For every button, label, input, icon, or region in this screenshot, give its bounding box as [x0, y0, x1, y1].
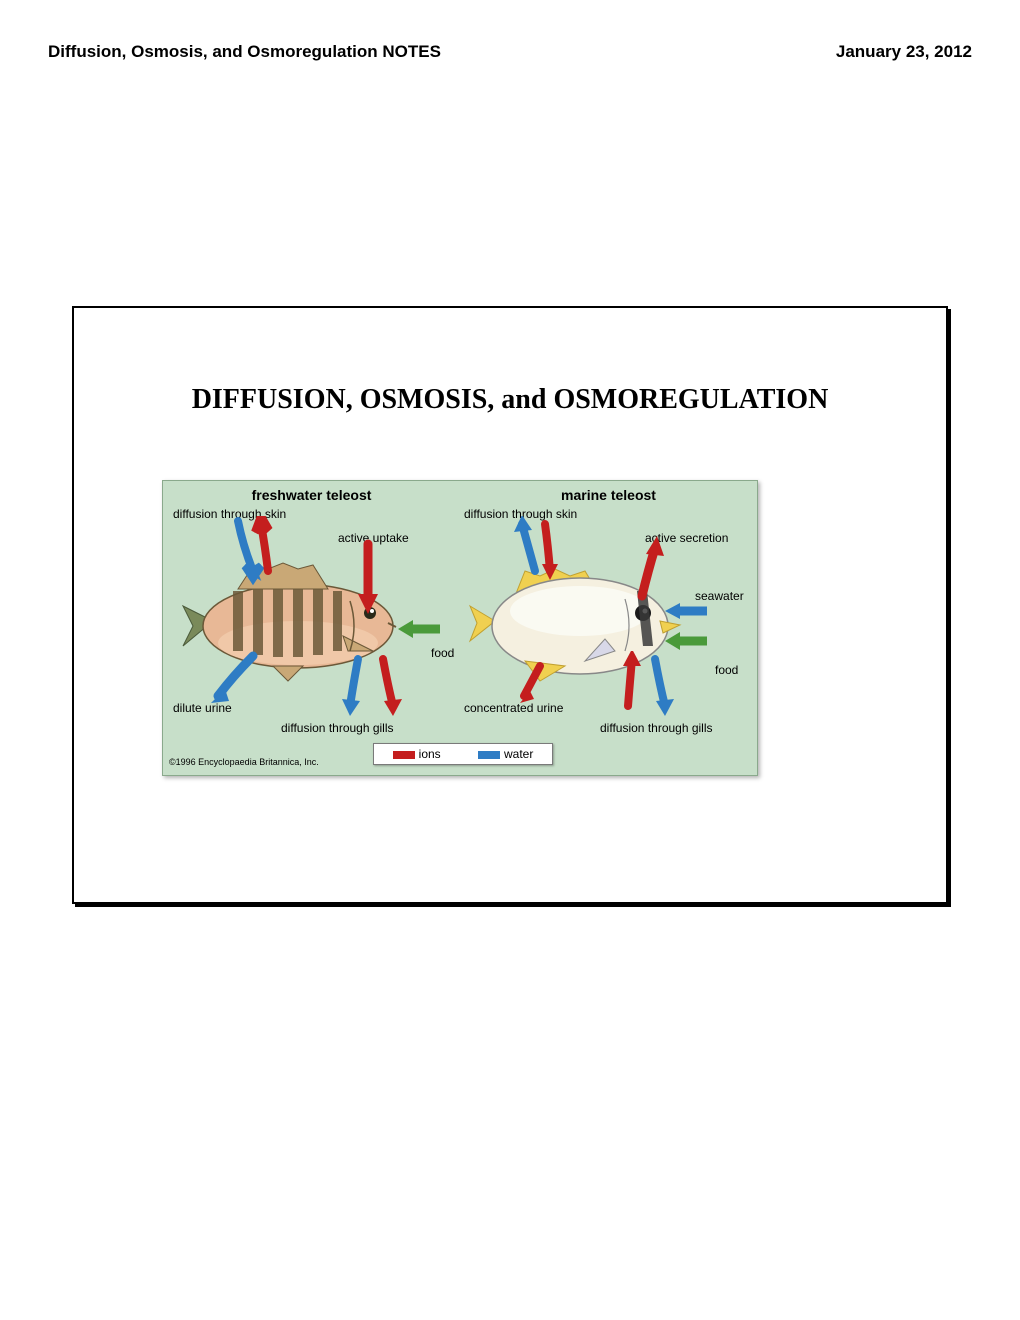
arrow-gills-m — [610, 651, 680, 721]
arrow-seawater — [665, 601, 710, 621]
arrow-skin-fw — [223, 516, 283, 586]
arrow-skin-m — [500, 516, 560, 586]
arrow-conc-urine — [510, 661, 550, 706]
osmoregulation-diagram: freshwater teleost diffusion through ski… — [162, 480, 758, 776]
freshwater-panel: freshwater teleost diffusion through ski… — [163, 481, 460, 775]
freshwater-title: freshwater teleost — [163, 481, 460, 503]
legend-ions: ions — [393, 747, 441, 761]
arrow-active-secretion — [630, 536, 670, 606]
header-title: Diffusion, Osmosis, and Osmoregulation N… — [48, 42, 441, 62]
copyright-text: ©1996 Encyclopaedia Britannica, Inc. — [169, 757, 319, 767]
arrow-gills-fw — [338, 651, 408, 721]
label-diffusion-gills-fw: diffusion through gills — [281, 721, 394, 735]
slide-frame: DIFFUSION, OSMOSIS, and OSMOREGULATION f… — [72, 306, 948, 904]
label-diffusion-gills-m: diffusion through gills — [600, 721, 713, 735]
arrow-food-fw — [398, 617, 443, 641]
marine-title: marine teleost — [460, 481, 757, 503]
legend: ions water — [373, 743, 553, 765]
arrow-active-uptake — [353, 539, 383, 619]
label-food-fw: food — [431, 646, 454, 660]
header-date: January 23, 2012 — [836, 42, 972, 62]
water-swatch — [478, 751, 500, 759]
slide-title: DIFFUSION, OSMOSIS, and OSMOREGULATION — [74, 308, 946, 416]
page-header: Diffusion, Osmosis, and Osmoregulation N… — [0, 0, 1020, 62]
legend-water: water — [478, 747, 533, 761]
marine-panel: marine teleost diffusion through skin ac… — [460, 481, 757, 775]
arrow-dilute-urine — [203, 651, 263, 711]
ions-swatch — [393, 751, 415, 759]
arrow-food-m — [665, 629, 710, 653]
label-food-m: food — [715, 663, 738, 677]
